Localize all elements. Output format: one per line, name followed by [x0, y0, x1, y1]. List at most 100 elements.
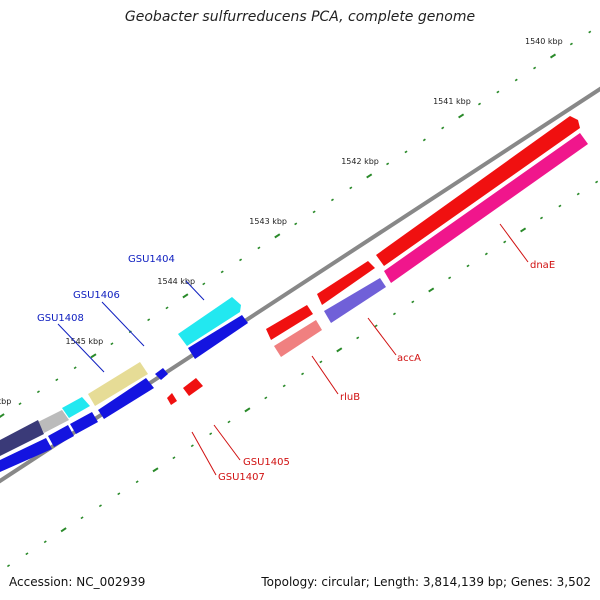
tick-mark: [55, 378, 59, 382]
tick-mark: [257, 246, 261, 250]
tick-mark: [165, 306, 169, 310]
tick-mark: [190, 444, 194, 448]
gene-label-GSU1405[interactable]: GSU1405: [243, 457, 290, 468]
tick-mark: [239, 258, 243, 262]
gene-label-GSU1406[interactable]: GSU1406: [73, 290, 120, 301]
tick-mark: [448, 276, 452, 280]
tick-mark: [110, 342, 114, 346]
tick-mark: [36, 390, 40, 394]
gene-label-dnaE[interactable]: dnaE: [530, 260, 555, 271]
tick-mark: [576, 192, 580, 196]
tick-mark: [60, 527, 67, 533]
gene-arrow[interactable]: [266, 305, 313, 340]
gene-arrow[interactable]: [38, 410, 69, 433]
tick-mark: [312, 210, 316, 214]
gene-label-GSU1404[interactable]: GSU1404: [128, 254, 175, 265]
tick-mark: [18, 402, 22, 406]
genome-backbone: [0, 86, 600, 484]
tick-mark: [428, 287, 435, 293]
gene-arrow[interactable]: [0, 438, 52, 472]
tick-mark: [301, 372, 305, 376]
tick-mark: [227, 420, 231, 424]
tick-mark: [503, 240, 507, 244]
tick-label: 1543 kbp: [249, 217, 287, 226]
tick-mark: [336, 347, 343, 353]
tick-mark: [135, 480, 139, 484]
tick-mark: [558, 204, 562, 208]
tick-mark: [484, 252, 488, 256]
genome-title: Geobacter sulfurreducens PCA, complete g…: [124, 9, 476, 25]
tick-mark: [392, 312, 396, 316]
gene-arrow[interactable]: [98, 378, 154, 419]
tick-mark: [520, 227, 527, 233]
gene-arrow[interactable]: [376, 116, 580, 266]
gene-arrow[interactable]: [0, 420, 44, 456]
tick-mark: [244, 407, 251, 413]
tick-mark: [264, 396, 268, 400]
gene-arrow[interactable]: [167, 393, 177, 405]
tick-mark: [366, 173, 373, 179]
tick-mark: [514, 78, 518, 82]
tick-label: 1544 kbp: [157, 277, 195, 286]
tick-mark: [43, 540, 47, 544]
gene-arrow[interactable]: [48, 425, 74, 447]
gene-arrow[interactable]: [274, 320, 322, 357]
tick-mark: [152, 467, 159, 473]
tick-mark: [117, 492, 121, 496]
gene-label-GSU1408[interactable]: GSU1408: [37, 313, 84, 324]
tick-mark: [274, 233, 281, 239]
tick-mark: [282, 384, 286, 388]
tick-mark: [422, 138, 426, 142]
tick-mark: [25, 552, 29, 556]
gene-arrow[interactable]: [183, 378, 203, 396]
gene-arrow[interactable]: [317, 261, 375, 305]
tick-mark: [202, 282, 206, 286]
gene-label-GSU1407[interactable]: GSU1407: [218, 472, 265, 483]
tick-mark: [569, 42, 573, 46]
gene-label-accA[interactable]: accA: [397, 353, 421, 364]
gene-labels: GSU1404 GSU1406 GSU1408 dnaE accA rluB G…: [37, 254, 555, 483]
accession-text: Accession: NC_002939: [9, 575, 146, 589]
tick-mark: [588, 30, 592, 34]
tick-mark: [319, 360, 323, 364]
gene-label-rluB[interactable]: rluB: [340, 392, 360, 403]
gene-arrow[interactable]: [384, 133, 588, 283]
tick-label: 1540 kbp: [525, 37, 563, 46]
tick-mark: [73, 366, 77, 370]
tick-mark: [147, 318, 151, 322]
tick-mark: [0, 413, 5, 419]
gene-arrow[interactable]: [188, 315, 248, 359]
tick-layer: 1540 kbp 1541 kbp 1542 kbp 1543 kbp 1544 kbp…: [0, 30, 599, 568]
tick-mark: [349, 186, 353, 190]
tick-mark: [496, 90, 500, 94]
topology-text: Topology: circular; Length: 3,814,139 bp…: [261, 575, 591, 589]
tick-mark: [330, 198, 334, 202]
tick-mark: [209, 432, 213, 436]
tick-mark: [458, 113, 465, 119]
forward-strand-genes: [0, 297, 248, 472]
tick-mark: [411, 300, 415, 304]
gene-arrow[interactable]: [70, 412, 98, 434]
tick-mark: [294, 222, 298, 226]
gene-arrow[interactable]: [178, 297, 241, 346]
tick-mark: [386, 162, 390, 166]
tick-mark: [374, 324, 378, 328]
gene-arrow[interactable]: [155, 368, 168, 380]
tick-label: 1542 kbp: [341, 157, 379, 166]
tick-mark: [466, 264, 470, 268]
tick-mark: [356, 336, 360, 340]
gene-arrow[interactable]: [324, 278, 386, 323]
tick-mark: [441, 126, 445, 130]
tick-mark: [404, 150, 408, 154]
tick-mark: [6, 564, 11, 568]
tick-mark: [533, 66, 537, 70]
reverse-strand-genes: [167, 116, 588, 405]
tick-label: 1545 kbp: [66, 337, 104, 346]
gene-arrow[interactable]: [62, 397, 90, 418]
tick-mark: [172, 456, 176, 460]
tick-mark: [549, 53, 557, 59]
tick-mark: [98, 504, 102, 508]
gene-arrow[interactable]: [88, 362, 148, 406]
tick-mark: [539, 216, 544, 220]
